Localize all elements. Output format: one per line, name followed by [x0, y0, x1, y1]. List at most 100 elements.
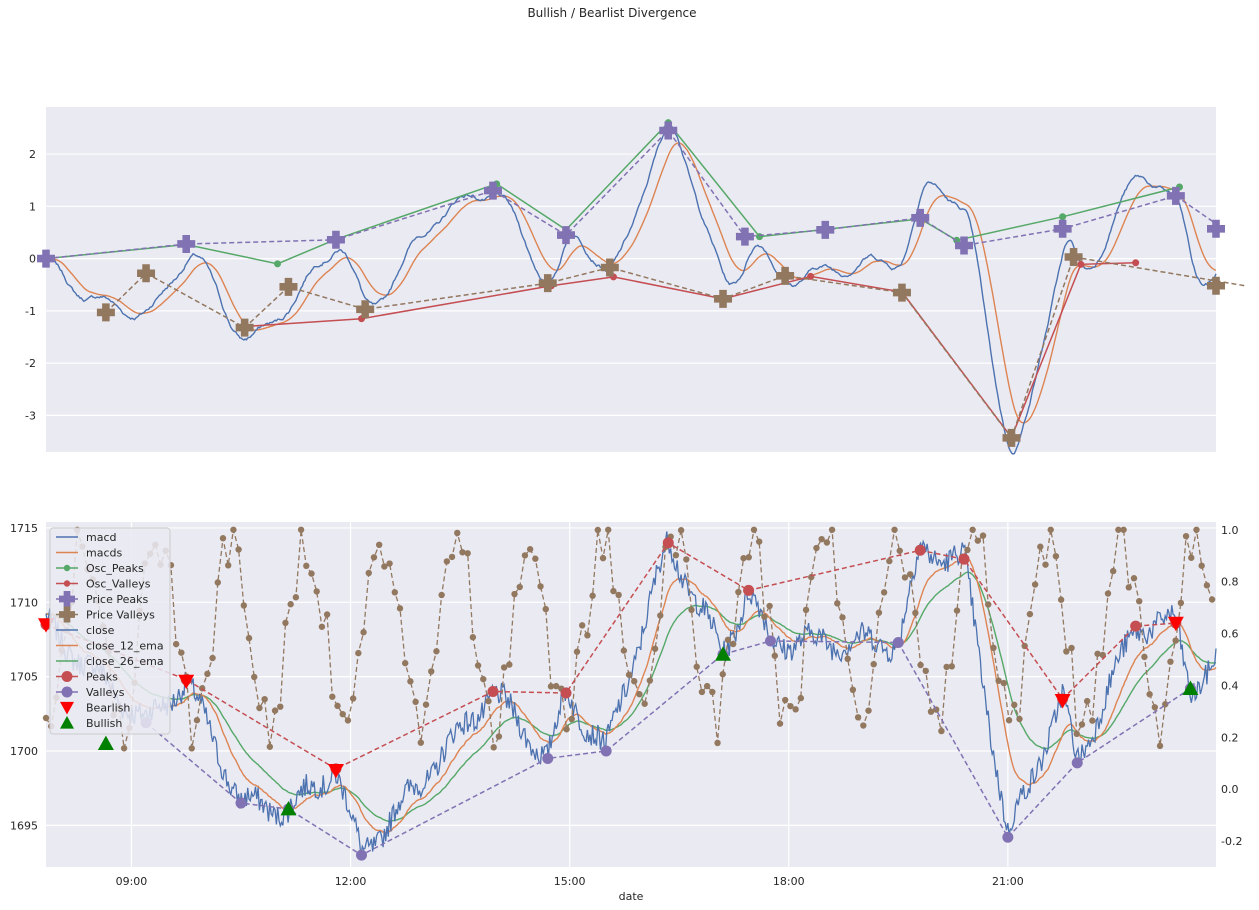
price-valleys-marker: [1094, 650, 1101, 657]
price-valleys-marker: [96, 303, 115, 322]
price-valleys-marker: [896, 547, 903, 554]
price-valleys-marker: [329, 693, 336, 700]
osc-valleys-marker: [807, 272, 815, 280]
price-peaks-marker: [1166, 186, 1185, 205]
price-valleys-marker: [828, 526, 836, 533]
price-y-tick: 1715: [10, 522, 38, 535]
close-26-ema-line: [45, 571, 1217, 823]
price-valleys-marker: [407, 678, 414, 685]
price-peaks-marker: [955, 236, 974, 255]
peaks-marker: [1130, 620, 1142, 632]
price-valleys-marker: [375, 541, 383, 549]
bearlish-marker: [178, 674, 195, 690]
price-valleys-marker: [454, 529, 461, 537]
price-peaks-marker: [483, 181, 502, 200]
price-valleys-marker: [651, 645, 659, 652]
legend-box: [49, 527, 171, 735]
figure-title: Bullish / Bearlist Divergence: [527, 6, 696, 20]
price-valleys-marker: [235, 318, 254, 337]
legend-label-valleys: Valleys: [86, 686, 125, 699]
price-valleys-marker: [412, 698, 419, 706]
legend-label-macds: macds: [86, 547, 122, 560]
price-valleys-marker: [683, 556, 690, 563]
price-peaks-marker: [735, 227, 754, 246]
price-valleys-marker: [974, 537, 982, 544]
price-valleys-marker: [636, 691, 643, 698]
price-valleys-marker: [172, 640, 180, 648]
price-valleys-marker: [209, 654, 216, 662]
price-valleys-marker: [818, 535, 825, 543]
price-valleys-marker: [417, 739, 425, 746]
price-valleys-marker: [594, 526, 602, 534]
price-valleys-marker: [844, 655, 851, 663]
price-valleys-marker: [277, 703, 284, 710]
price-valleys-marker: [1026, 610, 1034, 618]
price-valleys-marker: [271, 707, 279, 714]
price-valleys-marker: [891, 526, 898, 533]
price-valleys-marker: [875, 609, 883, 616]
price-valleys-marker: [1198, 562, 1205, 569]
peaks-marker: [958, 553, 970, 565]
price-peaks-marker: [911, 208, 930, 227]
bullish-marker: [97, 735, 114, 750]
price-valleys-marker: [464, 550, 471, 557]
price-valleys-marker: [178, 649, 185, 656]
price-valleys-marker: [917, 661, 924, 669]
price-valleys-marker: [740, 554, 747, 562]
price-valleys-marker: [235, 546, 242, 553]
price-valleys-marker: [537, 583, 544, 590]
price-valleys-marker: [349, 695, 357, 702]
price-valleys-marker: [563, 726, 570, 733]
oscillator-markers: [37, 119, 1246, 447]
valleys-marker: [1071, 757, 1083, 769]
price-valleys-marker: [865, 707, 872, 714]
price-valleys-marker: [279, 277, 298, 296]
price-valleys-marker: [438, 591, 445, 599]
price-valleys-marker: [360, 629, 367, 636]
price-valleys-marker: [693, 663, 700, 670]
price-valleys-marker: [719, 671, 726, 678]
price-valleys-marker: [589, 592, 596, 599]
valleys-marker: [764, 635, 776, 647]
price-valleys-marker: [521, 552, 529, 559]
price-valleys-marker: [188, 745, 195, 752]
bullish-marker: [1182, 680, 1199, 695]
price-valleys-marker: [1047, 526, 1054, 533]
price-valleys-marker: [735, 588, 742, 596]
price-valleys-marker: [646, 677, 654, 684]
valleys-marker: [356, 849, 368, 861]
osc-peaks-marker: [274, 260, 282, 268]
price-valleys-marker: [256, 704, 263, 712]
price-valleys-marker: [1073, 730, 1080, 738]
price-valleys-marker: [745, 554, 752, 561]
price-valleys-marker: [631, 678, 638, 685]
price-valleys-marker: [240, 602, 248, 609]
price-valleys-marker: [729, 640, 737, 648]
bullish-marker: [715, 646, 732, 661]
price-valleys-marker: [860, 722, 867, 729]
price-valleys-marker: [355, 649, 362, 657]
oscillator-y-ticks: -3 -2 -1 0 1 2: [25, 148, 36, 422]
price-valleys-marker: [1089, 717, 1096, 724]
price-valleys-marker: [620, 647, 628, 654]
price-valleys-marker: [313, 588, 320, 595]
price-valleys-line: [45, 527, 1213, 750]
price-valleys-marker: [356, 300, 375, 319]
price-peaks-marker: [659, 121, 678, 140]
peaks-marker: [914, 544, 926, 556]
osc-valleys-marker: [1132, 259, 1140, 267]
price-valleys-marker: [584, 632, 591, 639]
price-valleys-marker: [204, 670, 211, 678]
price-valleys-marker: [714, 289, 733, 308]
price-right-y-tick: 0.2: [1221, 731, 1239, 744]
price-valleys-marker: [901, 574, 909, 581]
price-valleys-marker: [714, 739, 721, 747]
x-axis-label: date: [619, 890, 644, 903]
price-valleys-marker: [1078, 721, 1086, 728]
price-valleys-marker: [709, 688, 716, 696]
price-valleys-marker: [641, 700, 648, 707]
price-y-tick: 1695: [10, 819, 38, 832]
price-valleys-marker: [782, 696, 789, 704]
price-right-y-tick: 0.8: [1221, 576, 1239, 589]
